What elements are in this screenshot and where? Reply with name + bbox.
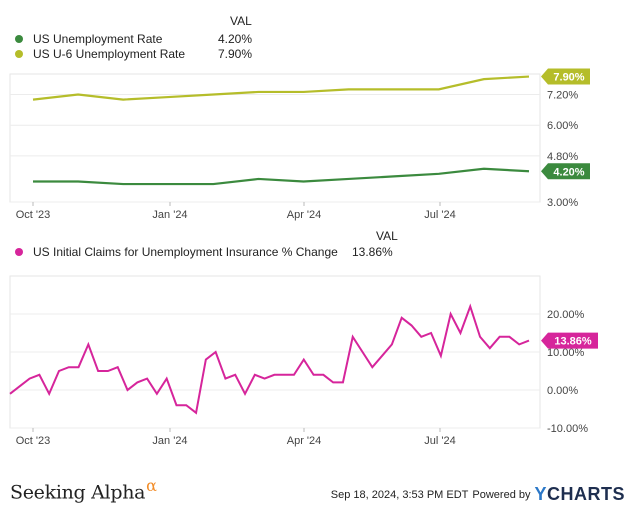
seeking-alpha-logo: Seeking Alphaα — [10, 476, 157, 503]
bottom-y-tick-label: 0.00% — [547, 385, 578, 397]
bottom-series-group — [9, 303, 530, 415]
footer-timestamp: Sep 18, 2024, 3:53 PM EDT — [330, 488, 469, 501]
top-value-badge — [541, 163, 590, 180]
bottom-y-tick-label: 10.00% — [547, 347, 585, 359]
top-x-tick-label: Apr '24 — [287, 209, 322, 221]
bottom-series-line-0 — [9, 303, 530, 415]
bottom-x-tick-label: Jul '24 — [424, 435, 455, 447]
top-series-group — [32, 75, 530, 186]
legend-header-top: VAL — [230, 14, 252, 28]
footer-attribution: Sep 18, 2024, 3:53 PM EDT Powered by YCH… — [331, 484, 625, 505]
top-y-tick-label: 4.80% — [547, 151, 578, 163]
bottom-x-tick-label: Apr '24 — [287, 435, 322, 447]
top-value-badge-label: 4.20% — [553, 166, 584, 178]
bottom-x-tick-label: Jan '24 — [152, 435, 187, 447]
legend-dot-u6 — [15, 50, 23, 58]
top-x-axis: Oct '23 Jan '24 Apr '24 Jul '24 — [16, 202, 456, 221]
top-series-line-1 — [32, 75, 530, 101]
bottom-y-tick-label: -10.00% — [547, 423, 588, 435]
top-y-tick-label: 3.00% — [547, 197, 578, 209]
ycharts-logo: YCHARTS — [534, 484, 625, 505]
top-y-tick-label: 7.20% — [547, 89, 578, 101]
bottom-badges: 13.86% — [541, 332, 598, 349]
legend-label-u6: US U-6 Unemployment Rate — [33, 47, 185, 61]
legend-label-unemployment: US Unemployment Rate — [33, 32, 163, 46]
bottom-value-badge — [541, 332, 598, 349]
legend-value-claims: 13.86% — [352, 245, 393, 259]
bottom-y-tick-label: 20.00% — [547, 309, 585, 321]
top-value-badge-label: 7.90% — [553, 72, 584, 84]
legend-header-bottom: VAL — [376, 229, 398, 243]
top-x-tick-label: Oct '23 — [16, 209, 51, 221]
top-x-tick-label: Jul '24 — [424, 209, 455, 221]
legend-label-claims: US Initial Claims for Unemployment Insur… — [33, 245, 338, 259]
seeking-alpha-text: Seeking Alpha — [10, 481, 146, 504]
legend-dot-claims — [15, 248, 23, 256]
ycharts-logo-rest: CHARTS — [547, 484, 625, 504]
legend-dot-unemployment — [15, 35, 23, 43]
top-gridlines — [10, 93, 540, 203]
bottom-x-axis: Oct '23 Jan '24 Apr '24 Jul '24 — [16, 428, 456, 447]
top-series-line-0 — [33, 167, 530, 186]
footer-powered-by: Powered by — [472, 488, 531, 501]
top-badges: 4.20% 7.90% — [541, 68, 590, 180]
legend-value-u6: 7.90% — [218, 47, 252, 61]
top-y-tick-label: 6.00% — [547, 120, 578, 132]
bottom-value-badge-label: 13.86% — [554, 336, 592, 348]
alpha-icon: α — [146, 476, 157, 495]
bottom-y-axis: 20.00% 10.00% 0.00% -10.00% — [547, 309, 588, 435]
top-value-badge — [541, 68, 590, 85]
ycharts-logo-y: Y — [534, 484, 547, 504]
legend-value-unemployment: 4.20% — [218, 32, 252, 46]
top-x-tick-label: Jan '24 — [152, 209, 187, 221]
top-y-axis: 3.00% 4.80% 6.00% 7.20% — [547, 89, 578, 209]
bottom-x-tick-label: Oct '23 — [16, 435, 51, 447]
